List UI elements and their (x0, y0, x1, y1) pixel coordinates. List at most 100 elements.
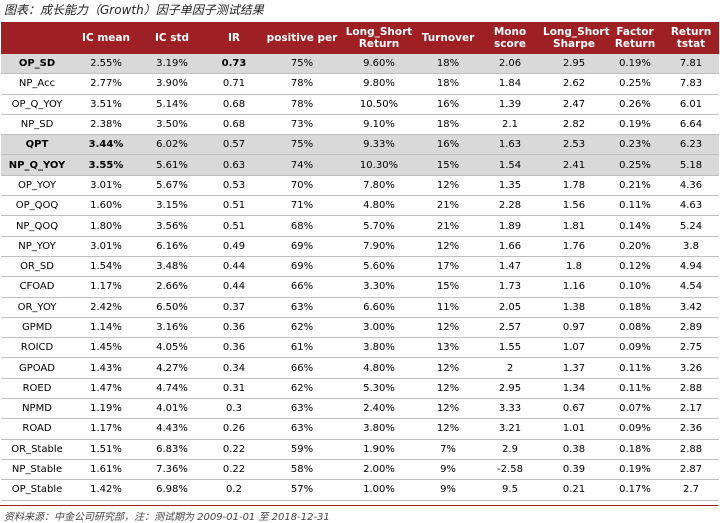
value-cell: 0.3 (205, 398, 263, 420)
value-cell: 1.84 (479, 73, 541, 95)
value-cell: 10.50% (341, 94, 417, 115)
value-cell: 1.51% (73, 439, 139, 460)
value-cell: 2.17 (663, 398, 719, 420)
value-cell: 0.11% (607, 357, 663, 379)
value-cell: 12% (417, 418, 479, 440)
value-cell: 1.90% (341, 439, 417, 460)
value-cell: 63% (263, 398, 341, 420)
table-row: ROICD 1.45% 4.05% 0.36 61% 3.80% 13% 1.55 1.07 0.… (1, 337, 719, 359)
value-cell: 6.50% (139, 297, 205, 318)
value-cell: 0.68 (205, 114, 263, 136)
value-cell: 62% (263, 378, 341, 400)
value-cell: 13% (417, 337, 479, 359)
value-cell: 2.87 (663, 459, 719, 481)
factor-name-cell: OP_QOQ (1, 195, 73, 217)
table-row: CFOAD 1.17% 2.66% 0.44 66% 3.30% 15% 1.73 1.16 0.… (1, 276, 719, 298)
value-cell: 69% (263, 256, 341, 278)
value-cell: 1.61% (73, 459, 139, 481)
factor-name-cell: NP_Q_YOY (1, 154, 73, 176)
value-cell: 63% (263, 418, 341, 440)
value-cell: 0.71 (205, 73, 263, 95)
value-cell: 0.14% (607, 215, 663, 237)
value-cell: 9.80% (341, 73, 417, 95)
value-cell: 5.61% (139, 154, 205, 176)
value-cell: 2.88 (663, 439, 719, 460)
value-cell: 21% (417, 195, 479, 217)
value-cell: 2.05 (479, 297, 541, 318)
value-cell: 1.56 (541, 195, 607, 217)
value-cell: 0.73 (205, 54, 263, 75)
value-cell: 3.19% (139, 54, 205, 75)
value-cell: 7.36% (139, 459, 205, 481)
factor-name-cell: NP_QOQ (1, 215, 73, 237)
value-cell: 0.57 (205, 134, 263, 156)
factor-name-cell: QPT (1, 134, 73, 156)
factor-name-cell: OR_SD (1, 256, 73, 278)
value-cell: 12% (417, 175, 479, 197)
value-cell: 3.00% (341, 317, 417, 339)
value-cell: 1.80% (73, 215, 139, 237)
value-cell: 0.19% (607, 54, 663, 75)
value-cell: 7.81 (663, 54, 719, 75)
value-cell: 1.73 (479, 276, 541, 298)
value-cell: 2.95 (479, 378, 541, 400)
value-cell: 3.30% (341, 276, 417, 298)
value-cell: 1.54 (479, 154, 541, 176)
table-row: NP_QOQ 1.80% 3.56% 0.51 68% 5.70% 21% 1.89 1.81 0… (1, 215, 719, 237)
value-cell: 3.80% (341, 418, 417, 440)
value-cell: 0.19% (607, 114, 663, 136)
value-cell: 2.06 (479, 54, 541, 75)
factor-name-cell: OP_YOY (1, 175, 73, 197)
value-cell: 2.55% (73, 54, 139, 75)
column-header: IR (205, 22, 263, 54)
factor-name-cell: ROED (1, 378, 73, 400)
value-cell: 4.74% (139, 378, 205, 400)
value-cell: 0.09% (607, 418, 663, 440)
value-cell: 75% (263, 134, 341, 156)
value-cell: 4.94 (663, 256, 719, 278)
factor-name-cell: OR_YOY (1, 297, 73, 318)
value-cell: 1.19% (73, 398, 139, 420)
value-cell: 5.18 (663, 154, 719, 176)
value-cell: 1.55 (479, 337, 541, 359)
value-cell: 2.57 (479, 317, 541, 339)
value-cell: 0.07% (607, 398, 663, 420)
value-cell: 78% (263, 73, 341, 95)
value-cell: 16% (417, 134, 479, 156)
value-cell: 0.38 (541, 439, 607, 460)
value-cell: 0.34 (205, 357, 263, 379)
value-cell: 18% (417, 54, 479, 75)
value-cell: 6.60% (341, 297, 417, 318)
value-cell: 4.63 (663, 195, 719, 217)
value-cell: 1.45% (73, 337, 139, 359)
value-cell: 2.95 (541, 54, 607, 75)
table-row: NP_YOY 3.01% 6.16% 0.49 69% 7.90% 12% 1.66 1.76 0… (1, 236, 719, 257)
value-cell: 1.54% (73, 256, 139, 278)
value-cell: 5.30% (341, 378, 417, 400)
table-row: NP_SD 2.38% 3.50% 0.68 73% 9.10% 18% 2.1 2.82 0.1… (1, 114, 719, 136)
value-cell: 2 (479, 357, 541, 379)
value-cell: 1.35 (479, 175, 541, 197)
table-body: OP_SD 2.55% 3.19% 0.73 75% 9.60% 18% 2.06 2.95 0.… (1, 54, 719, 501)
value-cell: 1.34 (541, 378, 607, 400)
value-cell: 7.90% (341, 236, 417, 257)
column-header: IC mean (73, 22, 139, 54)
table-row: NP_Stable 1.61% 7.36% 0.22 58% 2.00% 9% -2.58 0.… (1, 459, 719, 481)
value-cell: 1.47 (479, 256, 541, 278)
value-cell: 1.47% (73, 378, 139, 400)
value-cell: 1.38 (541, 297, 607, 318)
value-cell: 4.43% (139, 418, 205, 440)
header-row: IC mean IC std IR positive per Long_Short Re… (1, 22, 719, 54)
value-cell: 7.80% (341, 175, 417, 197)
table-row: OP_SD 2.55% 3.19% 0.73 75% 9.60% 18% 2.06 2.95 0.… (1, 54, 719, 75)
value-cell: 74% (263, 154, 341, 176)
value-cell: 1.43% (73, 357, 139, 379)
factor-name-cell: OP_Q_YOY (1, 94, 73, 115)
value-cell: 3.33 (479, 398, 541, 420)
value-cell: 9.10% (341, 114, 417, 136)
table-row: OP_YOY 3.01% 5.67% 0.53 70% 7.80% 12% 1.35 1.78 0… (1, 175, 719, 197)
value-cell: 69% (263, 236, 341, 257)
value-cell: 1.07 (541, 337, 607, 359)
table-row: NP_Acc 2.77% 3.90% 0.71 78% 9.80% 18% 1.84 2.62 0… (1, 73, 719, 95)
value-cell: 2.82 (541, 114, 607, 136)
